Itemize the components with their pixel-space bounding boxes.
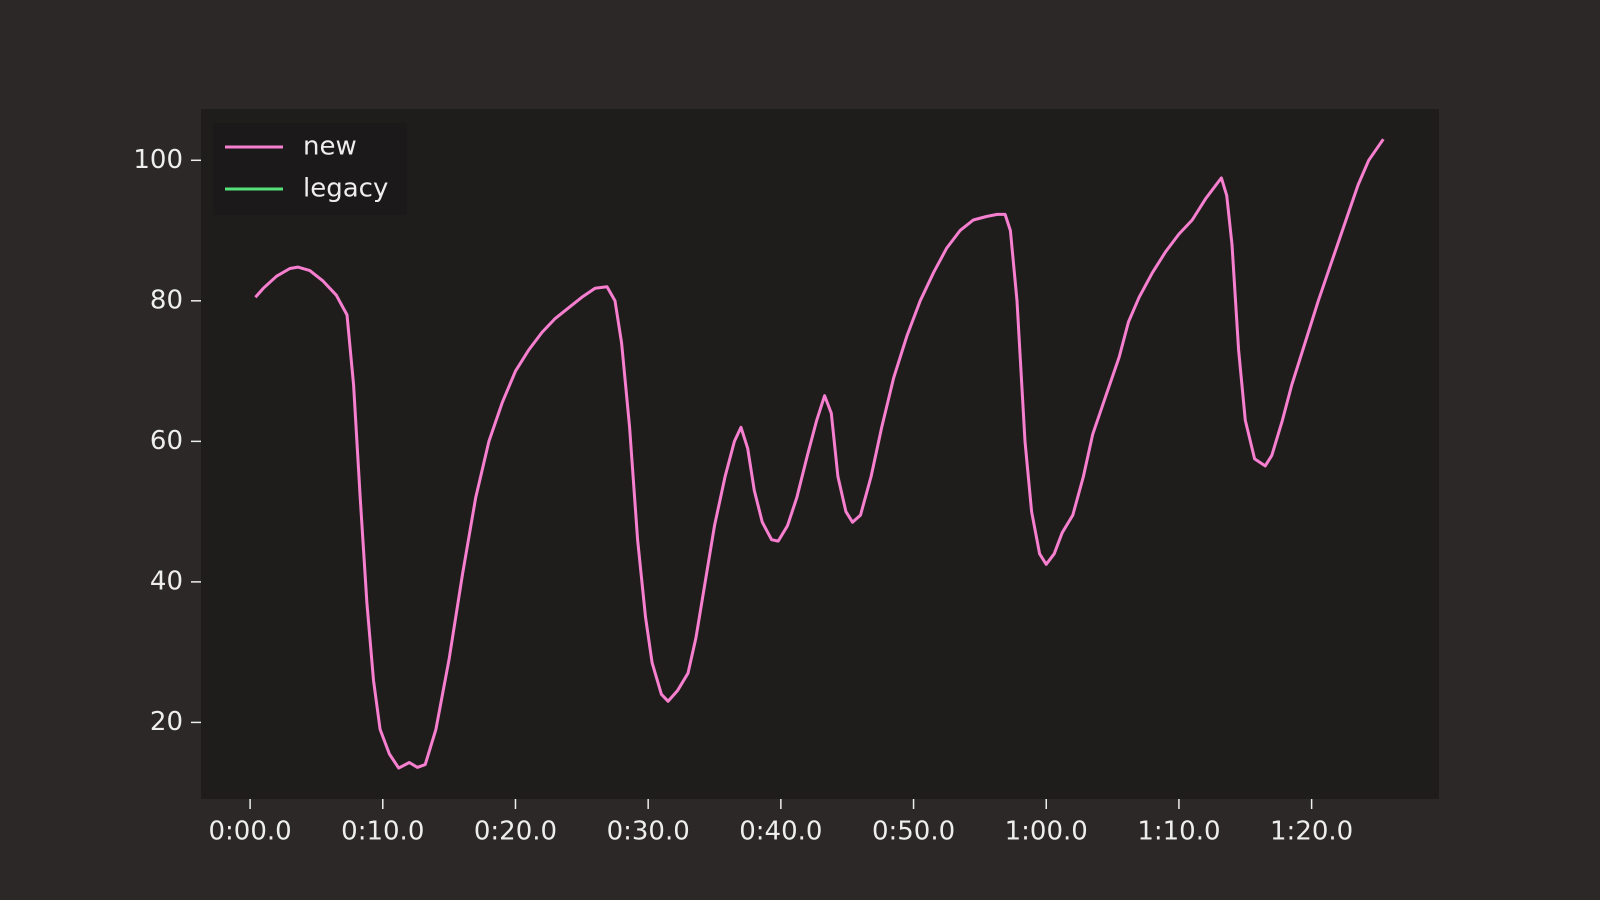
y-tick-label: 40 <box>150 566 183 596</box>
x-tick-label: 0:40.0 <box>739 817 822 847</box>
y-tick-label: 60 <box>150 426 183 456</box>
plot-area <box>201 109 1439 799</box>
x-tick-label: 0:20.0 <box>474 817 557 847</box>
x-tick-label: 0:00.0 <box>208 817 291 847</box>
legend-label: legacy <box>303 174 388 204</box>
y-tick-label: 100 <box>133 145 183 175</box>
legend-box <box>213 123 407 215</box>
x-tick-label: 1:00.0 <box>1005 817 1088 847</box>
y-tick-label: 20 <box>150 707 183 737</box>
x-tick-label: 1:10.0 <box>1137 817 1220 847</box>
legend-label: new <box>303 132 357 162</box>
x-tick-label: 1:20.0 <box>1270 817 1353 847</box>
y-tick-label: 80 <box>150 285 183 315</box>
x-tick-label: 0:10.0 <box>341 817 424 847</box>
x-tick-label: 0:50.0 <box>872 817 955 847</box>
x-tick-label: 0:30.0 <box>607 817 690 847</box>
data-line <box>254 138 1385 770</box>
